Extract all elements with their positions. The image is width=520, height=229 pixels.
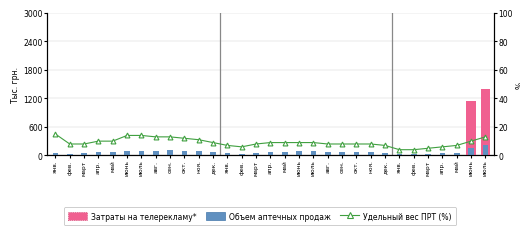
Bar: [354, 152, 359, 156]
Bar: [397, 155, 402, 156]
Bar: [382, 153, 388, 156]
Legend: Затраты на телерекламу*, Объем аптечных продаж, Удельный вес ПРТ (%): Затраты на телерекламу*, Объем аптечных …: [64, 207, 456, 225]
Bar: [483, 145, 488, 156]
Bar: [196, 152, 202, 156]
Bar: [239, 154, 244, 156]
Bar: [411, 155, 417, 156]
Bar: [325, 152, 331, 156]
Bar: [210, 153, 216, 156]
Bar: [296, 152, 302, 156]
Bar: [425, 154, 431, 156]
Y-axis label: %: %: [515, 81, 520, 88]
Bar: [339, 152, 345, 156]
Bar: [110, 152, 115, 156]
Bar: [67, 154, 72, 156]
Bar: [53, 153, 58, 156]
Bar: [124, 151, 130, 156]
Bar: [181, 151, 187, 156]
Bar: [282, 152, 288, 156]
Bar: [225, 154, 230, 156]
Bar: [167, 151, 173, 156]
Bar: [139, 151, 144, 156]
Bar: [268, 153, 273, 156]
Bar: [81, 154, 87, 156]
Bar: [153, 151, 159, 156]
Bar: [310, 152, 316, 156]
Bar: [469, 148, 474, 156]
Bar: [481, 90, 490, 156]
Bar: [368, 153, 373, 156]
Bar: [439, 154, 445, 156]
Y-axis label: Тыс. грн.: Тыс. грн.: [11, 67, 20, 103]
Bar: [96, 153, 101, 156]
Bar: [454, 153, 460, 156]
Bar: [466, 101, 476, 156]
Bar: [253, 153, 259, 156]
